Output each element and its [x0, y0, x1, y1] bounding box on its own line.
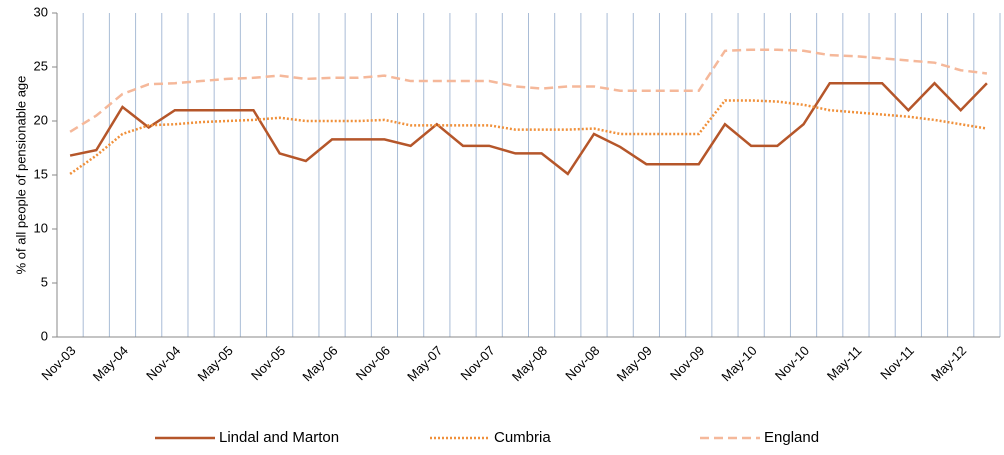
- line-series: [69, 81, 988, 176]
- x-tick-label: May-11: [824, 343, 865, 384]
- line-series: [69, 99, 988, 175]
- x-tick-label: Nov-04: [143, 343, 183, 383]
- x-tick-label: May-10: [718, 343, 759, 384]
- x-tick-label: May-04: [90, 343, 131, 384]
- y-tick-label: 5: [41, 274, 48, 289]
- x-tick-label: Nov-11: [877, 343, 917, 383]
- y-tick-label: 15: [34, 166, 48, 181]
- x-tick-label: Nov-05: [248, 343, 288, 383]
- x-tick-label: May-08: [509, 343, 550, 384]
- y-tick-label: 25: [34, 58, 48, 73]
- legend-label: Cumbria: [494, 429, 551, 446]
- x-tick-label: Nov-08: [562, 343, 602, 383]
- y-tick-label: 30: [34, 4, 48, 19]
- y-tick-label: 20: [34, 112, 48, 127]
- legend-label: Lindal and Marton: [219, 429, 339, 446]
- x-tick-label: Nov-10: [772, 343, 812, 383]
- y-tick-label: 0: [41, 328, 48, 343]
- x-tick-label: Nov-06: [353, 343, 393, 383]
- x-tick-label: Nov-09: [667, 343, 707, 383]
- x-tick-label: May-05: [195, 343, 236, 384]
- x-tick-label: May-07: [404, 343, 445, 384]
- legend-label: England: [764, 429, 819, 446]
- y-axis-label: % of all people of pensionable age: [13, 76, 28, 275]
- x-tick-label: Nov-03: [38, 343, 78, 383]
- y-tick-label: 10: [34, 220, 48, 235]
- line-series: [69, 48, 988, 133]
- x-tick-label: May-06: [299, 343, 340, 384]
- x-tick-label: May-09: [614, 343, 655, 384]
- x-tick-label: May-12: [928, 343, 969, 384]
- x-tick-label: Nov-07: [458, 343, 498, 383]
